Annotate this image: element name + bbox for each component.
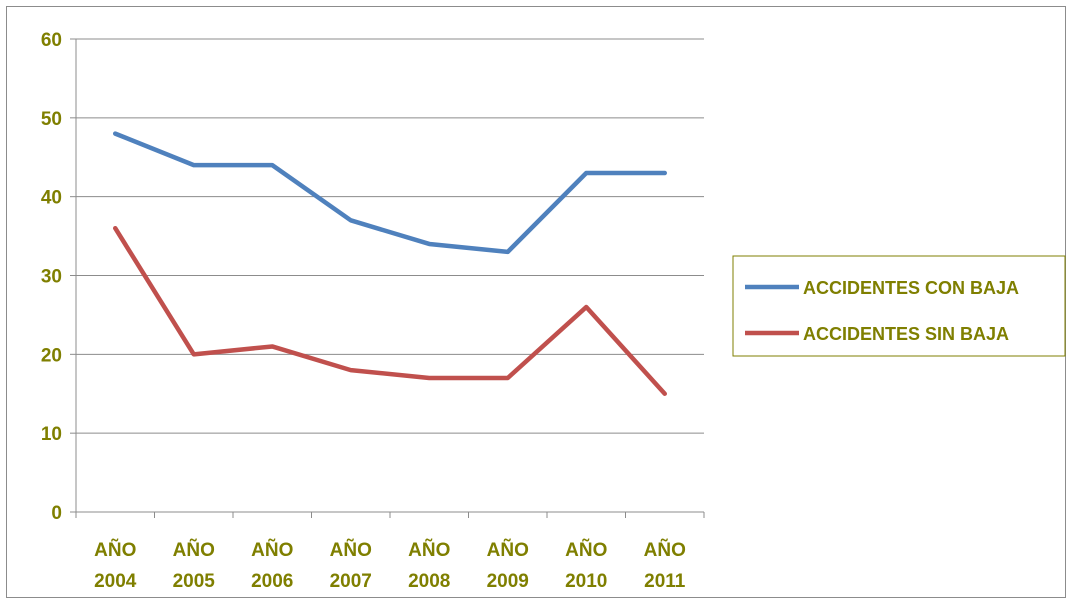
axes [70, 38, 705, 518]
series-lines [113, 131, 667, 396]
x-tick-label: AÑO 2008 [408, 539, 450, 592]
x-tick-label: AÑO 2005 [173, 539, 216, 592]
series-line-1 [113, 131, 667, 255]
legend-box [732, 255, 1066, 357]
legend-label-1: ACCIDENTES CON BAJA [803, 278, 1019, 298]
x-tick-label: AÑO 2004 [94, 539, 137, 592]
x-tick-label: AÑO 2011 [644, 539, 686, 592]
x-tick-label: AÑO 2010 [565, 539, 607, 592]
legend-label-2: ACCIDENTES SIN BAJA [803, 324, 1009, 344]
legend: ACCIDENTES CON BAJA ACCIDENTES SIN BAJA [732, 255, 1066, 357]
y-axis-tick-labels: 0 10 20 30 40 50 60 [41, 30, 62, 524]
y-tick-label: 30 [41, 267, 62, 288]
series-line-2 [113, 225, 667, 396]
y-tick-label: 40 [41, 188, 62, 209]
y-tick-label: 10 [41, 424, 62, 445]
x-tick-label: AÑO 2009 [487, 539, 529, 592]
x-axis-tick-labels: AÑO 2004 AÑO 2005 AÑO 2006 AÑO 2007 AÑO 2008 AÑO 20… [94, 539, 686, 592]
y-tick-label: 50 [41, 109, 62, 130]
y-tick-label: 0 [51, 503, 62, 524]
x-tick-label: AÑO 2006 [251, 539, 293, 592]
y-tick-label: 20 [41, 345, 62, 366]
y-tick-label: 60 [41, 30, 62, 51]
gridlines [76, 38, 704, 434]
x-tick-label: AÑO 2007 [330, 539, 372, 592]
